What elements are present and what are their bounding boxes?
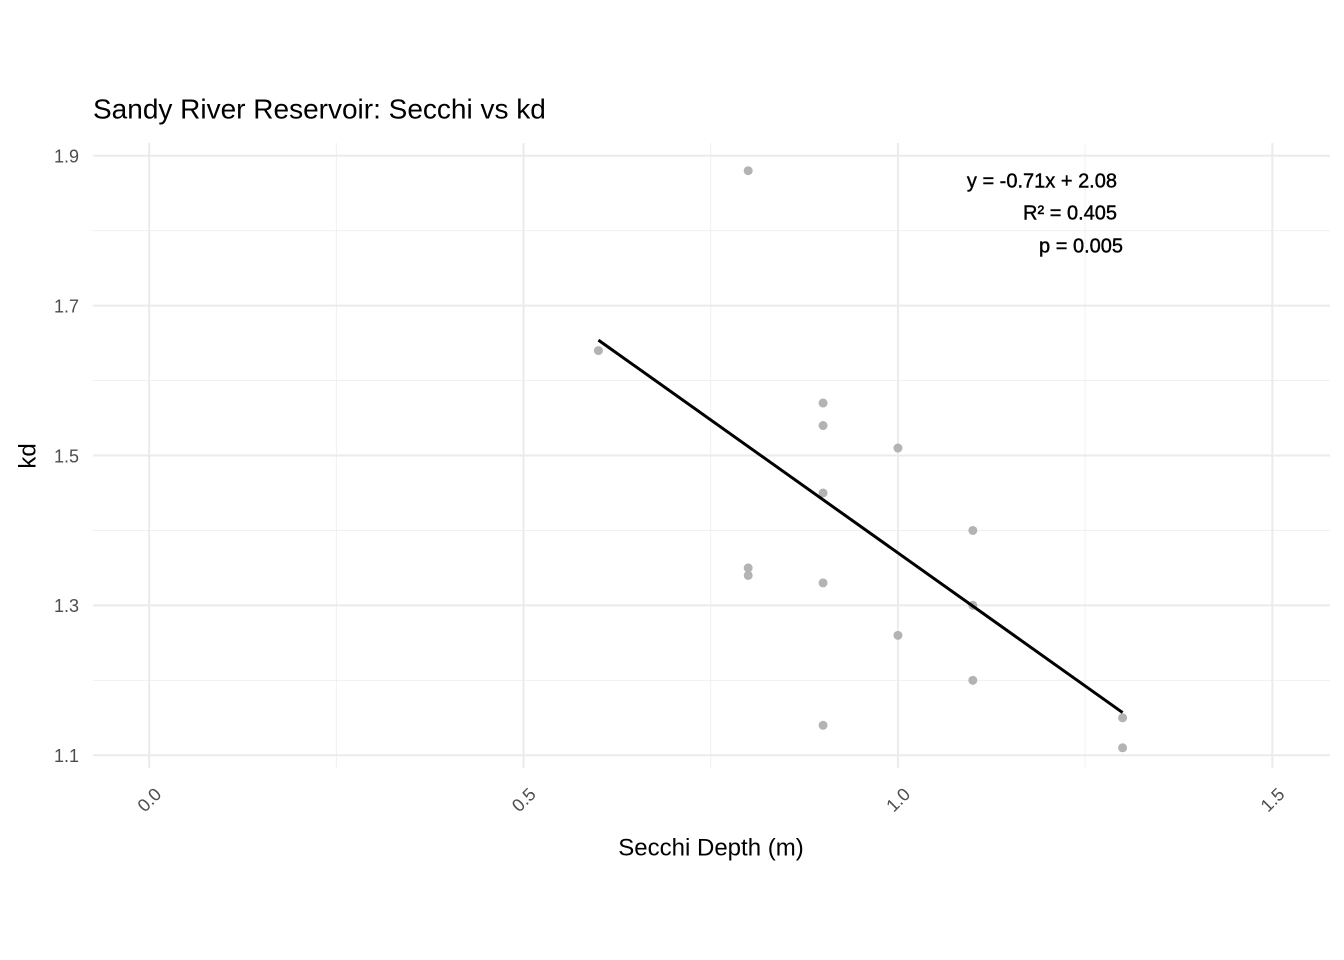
x-tick-label: 0.5 — [508, 784, 540, 816]
y-tick-label: 1.3 — [54, 596, 79, 616]
point — [968, 525, 978, 535]
point — [1118, 743, 1128, 753]
point — [593, 346, 603, 356]
point — [968, 675, 978, 685]
point — [818, 398, 828, 408]
y-tick-label: 1.9 — [54, 146, 79, 166]
y-tick-label: 1.5 — [54, 446, 79, 466]
annotation: R² = 0.405 — [1023, 202, 1117, 224]
chart-title: Sandy River Reservoir: Secchi vs kd — [93, 93, 546, 124]
point — [743, 570, 753, 580]
point — [818, 578, 828, 588]
annotation: p = 0.005 — [1039, 235, 1123, 257]
point — [818, 421, 828, 431]
y-tick-label: 1.7 — [54, 296, 79, 316]
point — [818, 720, 828, 730]
point — [893, 443, 903, 453]
point — [893, 630, 903, 640]
x-axis-label: Secchi Depth (m) — [618, 834, 803, 861]
point — [1118, 713, 1128, 723]
y-tick-label: 1.1 — [54, 746, 79, 766]
point — [743, 166, 753, 176]
annotation: y = -0.71x + 2.08 — [967, 170, 1117, 192]
y-axis-label: kd — [14, 443, 41, 468]
x-tick-label: 1.0 — [882, 784, 914, 816]
x-tick-label: 0.0 — [134, 784, 166, 816]
x-tick-label: 1.5 — [1257, 784, 1289, 816]
regression-line — [597, 338, 1124, 714]
point — [818, 488, 828, 498]
point — [743, 563, 753, 573]
